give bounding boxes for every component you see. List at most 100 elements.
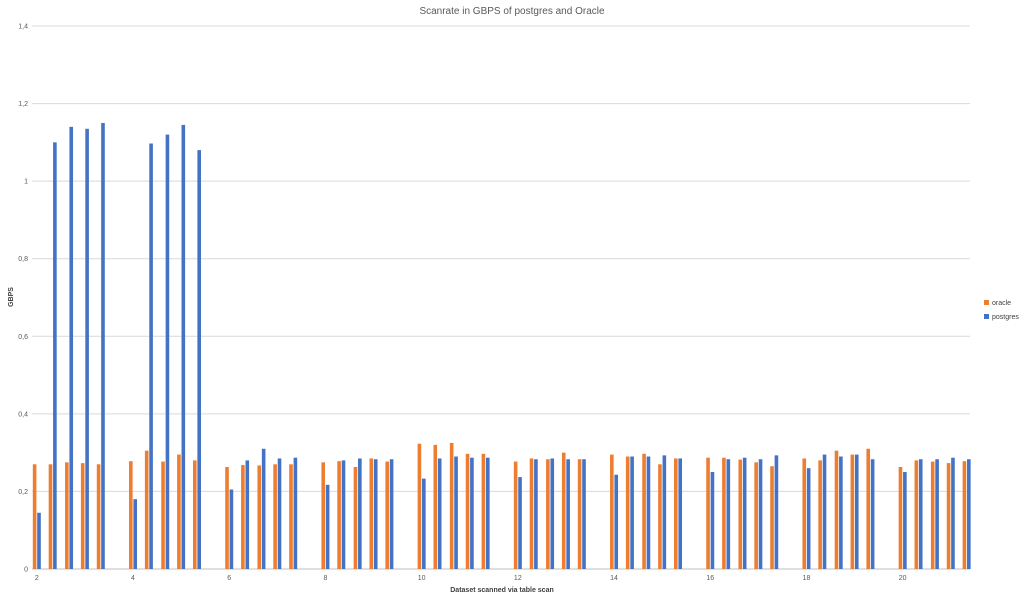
bar-oracle-27 [546,459,550,569]
x-tick-label: 6 [227,575,231,582]
y-tick-label: 0 [24,567,28,574]
bar-postgres-36 [726,459,731,569]
legend-label-oracle: oracle [992,300,1011,307]
bar-oracle-11 [241,465,245,569]
bar-postgres-44 [870,459,875,569]
bar-postgres-4 [101,122,105,570]
x-tick-label: 2 [35,575,39,582]
y-tick-label: 0,6 [18,334,28,341]
bar-oracle-13 [273,464,277,569]
bar-oracle-15 [321,462,326,569]
bar-postgres-3 [85,128,89,569]
bar-postgres-14 [293,457,298,569]
bar-postgres-45 [903,472,907,569]
bar-postgres-34 [678,458,683,569]
bar-oracle-17 [353,466,358,569]
bar-postgres-26 [534,459,538,569]
bar-postgres-19 [389,459,394,569]
bar-oracle-39 [770,466,774,569]
bar-postgres-6 [149,143,153,569]
bar-oracle-10 [225,466,229,569]
bar-oracle-36 [722,457,726,569]
x-tick-label: 20 [899,575,907,582]
bar-postgres-29 [582,459,586,569]
bar-postgres-39 [774,455,779,569]
y-axis-ticks: 0 0,2 0,4 0,6 0,8 1 1,2 1,4 [18,24,28,574]
bar-postgres-37 [742,457,747,569]
bar-postgres-48 [951,457,955,569]
x-tick-label: 12 [514,575,522,582]
bar-postgres-41 [822,454,827,569]
bar-oracle-16 [337,461,341,569]
bar-postgres-47 [935,459,939,569]
bar-postgres-5 [133,499,138,569]
bar-oracle-33 [658,464,662,569]
bar-oracle-29 [577,459,582,569]
bar-postgres-33 [662,455,667,569]
bar-postgres-7 [165,134,170,569]
legend-label-postgres: postgres [992,314,1019,321]
bar-oracle-34 [674,458,678,569]
bar-postgres-38 [758,459,763,569]
bar-postgres-9 [197,150,201,570]
bar-oracle-0 [32,464,37,569]
bar-oracle-18 [369,458,374,569]
bar-postgres-18 [373,459,378,569]
bar-postgres-42 [839,456,843,569]
x-axis-ticks: 2 4 6 8 10 12 14 16 18 20 [35,575,907,582]
bar-oracle-46 [914,460,919,569]
bar-oracle-9 [192,460,197,569]
bar-oracle-44 [866,448,871,569]
bar-postgres-35 [710,472,715,569]
bar-postgres-23 [470,457,474,569]
bar-postgres-16 [341,460,346,569]
bar-postgres-12 [261,448,266,569]
y-tick-label: 0,8 [18,256,28,263]
bar-postgres-30 [614,474,619,569]
bar-oracle-4 [96,464,101,569]
bar-postgres-43 [854,454,859,569]
bar-oracle-32 [642,453,646,569]
bar-oracle-8 [177,454,181,569]
bar-oracle-5 [129,461,133,569]
bar-oracle-19 [385,461,389,569]
chart-title: Scanrate in GBPS of postgres and Oracle [419,6,605,17]
bar-oracle-45 [898,466,903,569]
bar-postgres-17 [358,458,362,569]
gridlines [32,25,970,570]
bar-oracle-42 [834,450,839,569]
bar-oracle-21 [433,444,438,569]
bar-oracle-22 [449,442,454,569]
bars [32,122,971,570]
bar-oracle-23 [465,453,470,569]
x-tick-label: 4 [131,575,135,582]
bar-oracle-38 [754,462,758,569]
bar-oracle-49 [962,461,967,569]
bar-postgres-20 [422,478,426,569]
bar-oracle-47 [930,461,935,569]
y-axis-title: GBPS [8,287,15,307]
bar-oracle-37 [738,459,743,569]
bar-postgres-27 [550,458,555,569]
bar-oracle-26 [529,458,534,569]
bar-postgres-10 [229,489,234,569]
bar-postgres-1 [53,142,57,570]
bar-oracle-43 [850,454,855,569]
y-tick-label: 0,4 [18,411,28,418]
bar-oracle-28 [561,452,566,569]
legend-swatch-postgres [984,314,989,319]
bar-postgres-15 [325,484,330,569]
x-tick-label: 16 [706,575,714,582]
bar-oracle-7 [161,461,165,569]
bar-oracle-14 [289,464,293,569]
x-tick-label: 10 [418,575,426,582]
x-tick-label: 8 [323,575,327,582]
x-axis-title: Dataset scanned via table scan [450,587,554,594]
bar-postgres-32 [646,456,651,569]
bar-postgres-46 [918,459,923,569]
bar-oracle-30 [610,454,614,569]
bar-oracle-3 [80,463,85,569]
y-tick-label: 1,2 [18,101,28,108]
